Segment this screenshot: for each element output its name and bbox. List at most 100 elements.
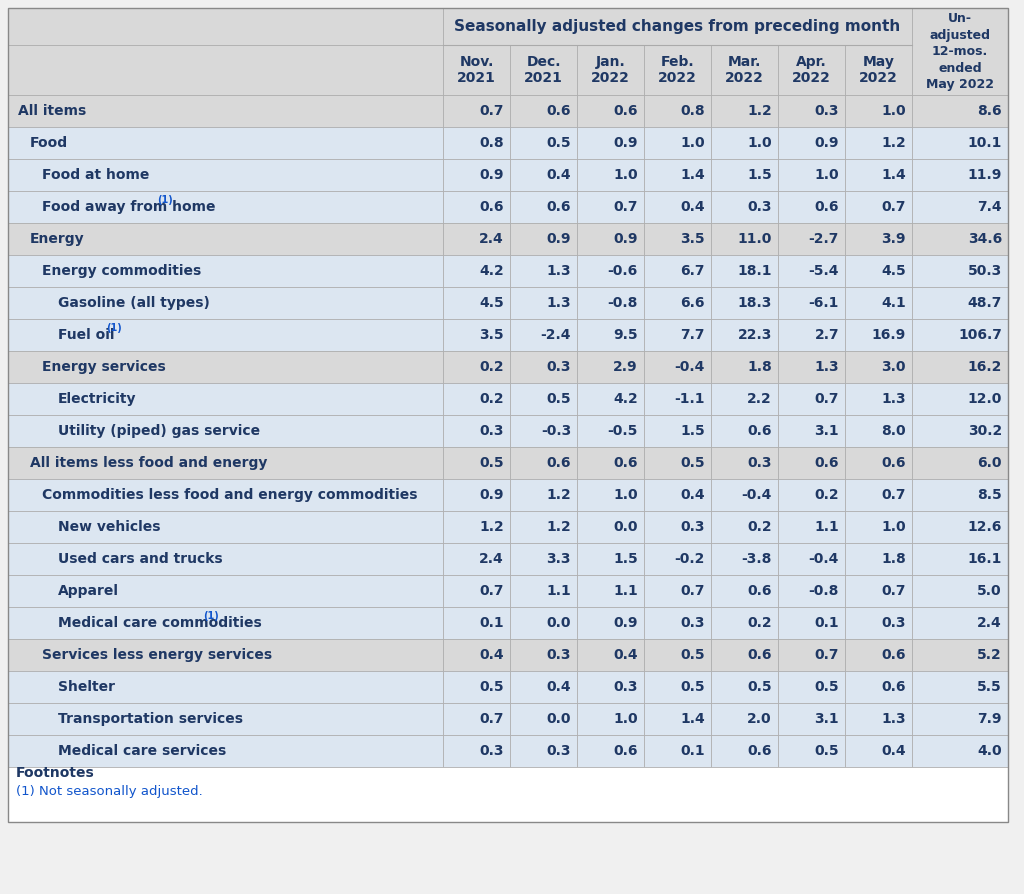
Bar xyxy=(912,95,1008,127)
Text: -0.5: -0.5 xyxy=(607,424,638,438)
Text: May
2022: May 2022 xyxy=(859,55,898,85)
Bar xyxy=(912,383,1008,415)
Bar xyxy=(778,735,845,767)
Bar xyxy=(510,447,577,479)
Text: 0.4: 0.4 xyxy=(680,488,705,502)
Bar xyxy=(644,191,711,223)
Text: -0.4: -0.4 xyxy=(741,488,772,502)
Bar xyxy=(510,703,577,735)
Text: 1.5: 1.5 xyxy=(680,424,705,438)
Text: 0.3: 0.3 xyxy=(479,424,504,438)
Text: 4.2: 4.2 xyxy=(613,392,638,406)
Text: 0.7: 0.7 xyxy=(882,488,906,502)
Text: 0.5: 0.5 xyxy=(547,392,571,406)
Text: 0.6: 0.6 xyxy=(882,648,906,662)
Text: -2.4: -2.4 xyxy=(541,328,571,342)
Text: 0.2: 0.2 xyxy=(748,616,772,630)
Bar xyxy=(912,415,1008,447)
Bar xyxy=(510,159,577,191)
Text: 16.1: 16.1 xyxy=(968,552,1002,566)
Text: 3.3: 3.3 xyxy=(547,552,571,566)
Text: 0.6: 0.6 xyxy=(613,456,638,470)
Bar xyxy=(510,543,577,575)
Text: 0.6: 0.6 xyxy=(748,424,772,438)
Bar xyxy=(711,319,778,351)
Text: 1.4: 1.4 xyxy=(882,168,906,182)
Bar xyxy=(845,415,912,447)
Text: Medical care services: Medical care services xyxy=(58,744,226,758)
Bar xyxy=(845,447,912,479)
Bar xyxy=(577,511,644,543)
Bar xyxy=(443,95,510,127)
Bar xyxy=(912,159,1008,191)
Text: 2.4: 2.4 xyxy=(479,232,504,246)
Text: 0.5: 0.5 xyxy=(680,456,705,470)
Text: 1.1: 1.1 xyxy=(546,584,571,598)
Text: Food at home: Food at home xyxy=(42,168,150,182)
Bar xyxy=(912,607,1008,639)
Bar xyxy=(577,127,644,159)
Bar xyxy=(912,191,1008,223)
Text: 1.2: 1.2 xyxy=(748,104,772,118)
Text: 0.2: 0.2 xyxy=(814,488,839,502)
Text: 0.3: 0.3 xyxy=(613,680,638,694)
Text: 0.4: 0.4 xyxy=(547,168,571,182)
Text: 18.1: 18.1 xyxy=(737,264,772,278)
Text: 2.4: 2.4 xyxy=(977,616,1002,630)
Bar xyxy=(845,223,912,255)
Text: 0.6: 0.6 xyxy=(613,744,638,758)
Text: 0.6: 0.6 xyxy=(748,584,772,598)
Text: -3.8: -3.8 xyxy=(741,552,772,566)
Bar xyxy=(711,223,778,255)
Bar xyxy=(912,255,1008,287)
Bar xyxy=(778,575,845,607)
Bar xyxy=(443,639,510,671)
Bar xyxy=(510,255,577,287)
Bar xyxy=(644,543,711,575)
Bar xyxy=(711,45,778,95)
Bar xyxy=(845,351,912,383)
Text: Feb.
2022: Feb. 2022 xyxy=(658,55,697,85)
Bar xyxy=(644,703,711,735)
Text: 2.7: 2.7 xyxy=(814,328,839,342)
Text: 0.6: 0.6 xyxy=(613,104,638,118)
Text: 0.3: 0.3 xyxy=(681,616,705,630)
Text: Fuel oil: Fuel oil xyxy=(58,328,115,342)
Text: 1.3: 1.3 xyxy=(547,296,571,310)
Text: Dec.
2021: Dec. 2021 xyxy=(524,55,563,85)
Bar xyxy=(8,127,443,159)
Text: -5.4: -5.4 xyxy=(809,264,839,278)
Text: Gasoline (all types): Gasoline (all types) xyxy=(58,296,210,310)
Bar xyxy=(510,479,577,511)
Bar xyxy=(8,191,443,223)
Text: 34.6: 34.6 xyxy=(968,232,1002,246)
Bar xyxy=(778,191,845,223)
Bar xyxy=(577,351,644,383)
Bar xyxy=(510,351,577,383)
Bar xyxy=(711,255,778,287)
Text: 1.3: 1.3 xyxy=(882,712,906,726)
Bar xyxy=(510,735,577,767)
Bar xyxy=(778,383,845,415)
Bar xyxy=(443,287,510,319)
Bar xyxy=(912,287,1008,319)
Text: Energy: Energy xyxy=(30,232,85,246)
Text: Services less energy services: Services less energy services xyxy=(42,648,272,662)
Text: 30.2: 30.2 xyxy=(968,424,1002,438)
Bar xyxy=(778,319,845,351)
Bar xyxy=(644,159,711,191)
Text: 0.6: 0.6 xyxy=(814,200,839,214)
Bar xyxy=(8,159,443,191)
Text: Food away from home: Food away from home xyxy=(42,200,215,214)
Bar xyxy=(711,671,778,703)
Bar xyxy=(8,639,443,671)
Text: 106.7: 106.7 xyxy=(958,328,1002,342)
Text: (1): (1) xyxy=(106,323,122,333)
Bar xyxy=(510,223,577,255)
Text: 3.5: 3.5 xyxy=(680,232,705,246)
Text: Apr.
2022: Apr. 2022 xyxy=(792,55,830,85)
Text: 1.3: 1.3 xyxy=(882,392,906,406)
Text: 0.6: 0.6 xyxy=(547,104,571,118)
Bar xyxy=(510,511,577,543)
Text: (1) Not seasonally adjusted.: (1) Not seasonally adjusted. xyxy=(16,785,203,797)
